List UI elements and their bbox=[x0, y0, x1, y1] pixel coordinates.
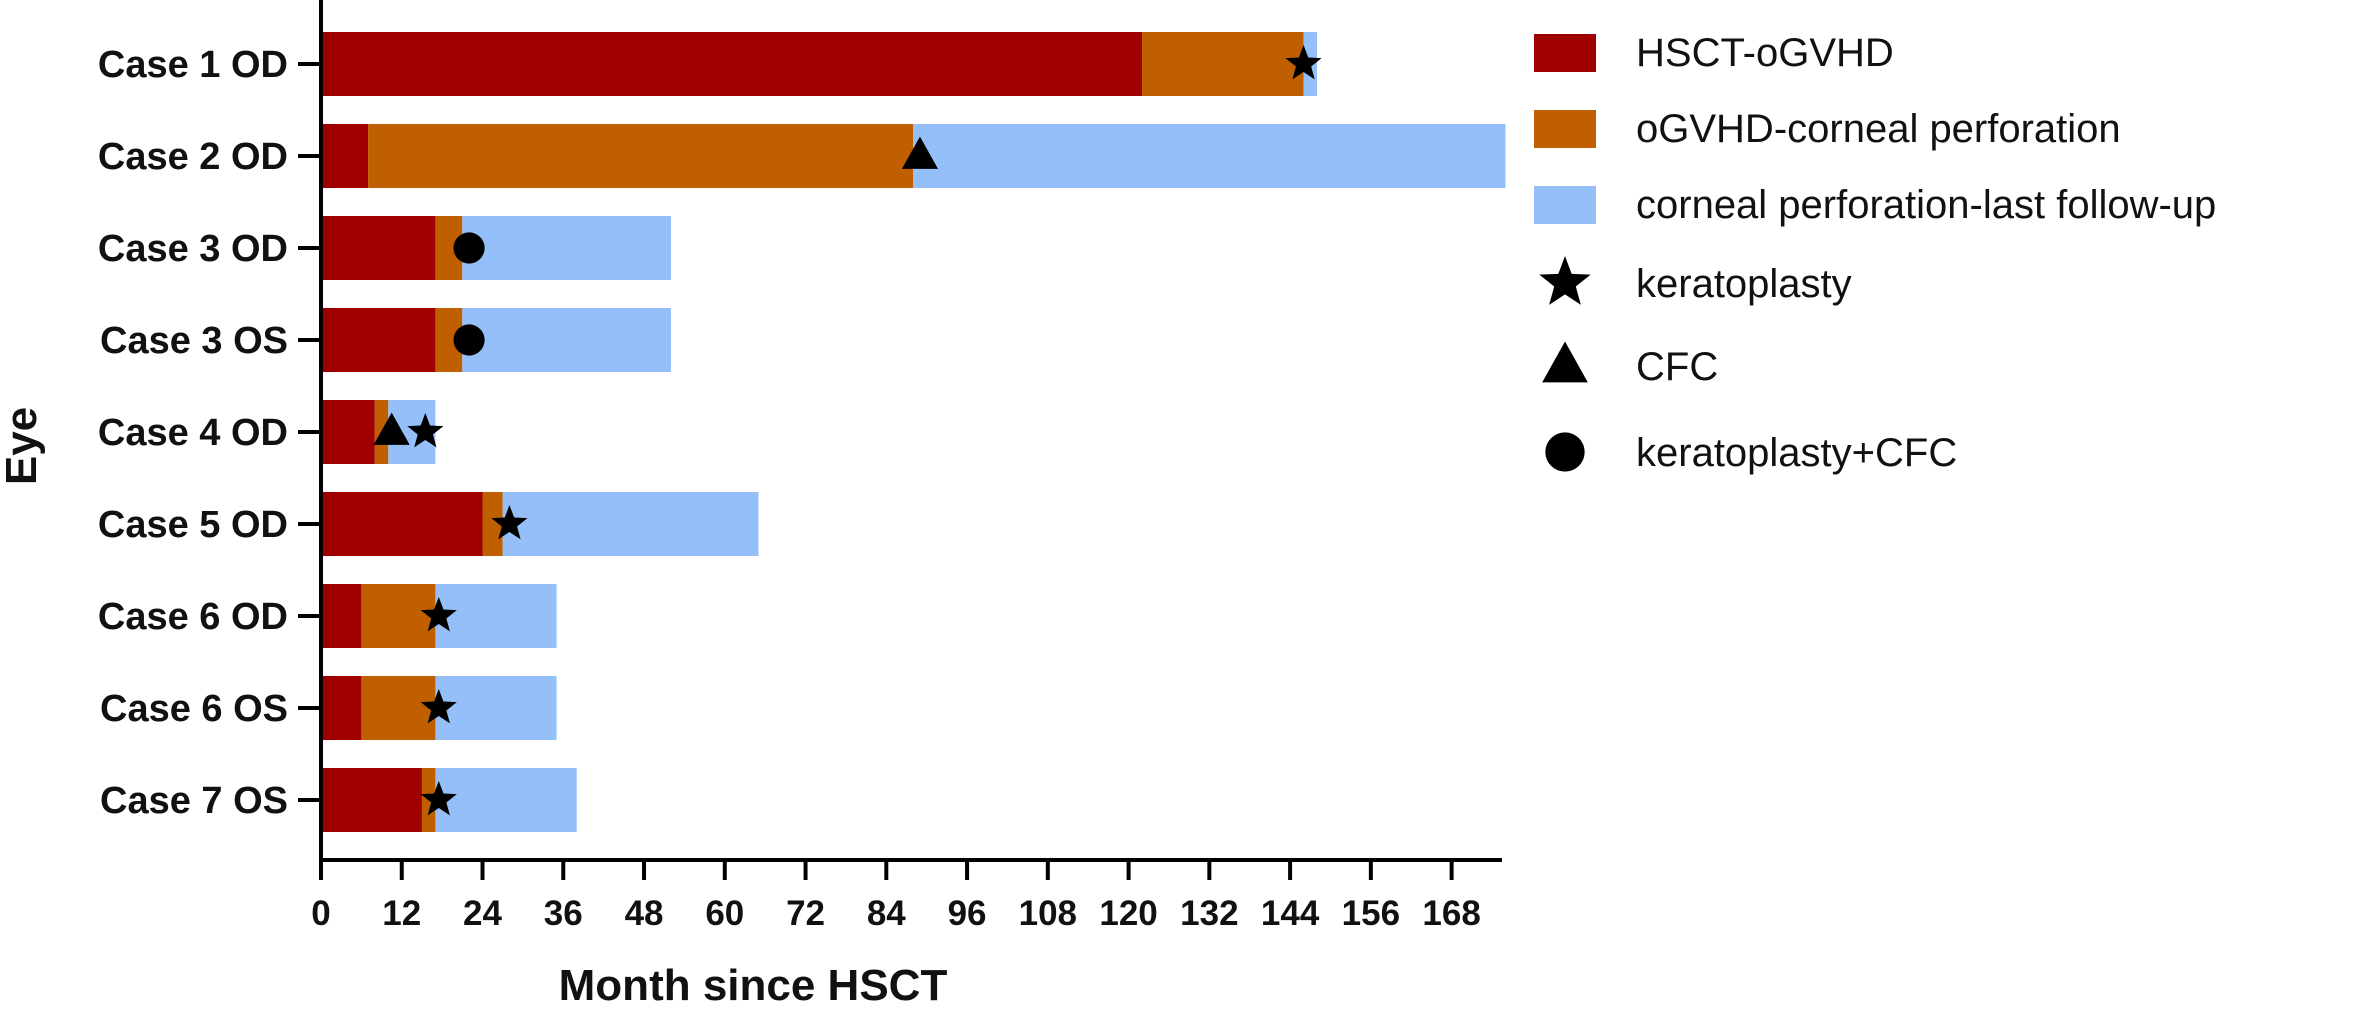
legend-label: HSCT-oGVHD bbox=[1636, 31, 1894, 75]
bar-segment bbox=[321, 492, 483, 556]
bar-segment bbox=[321, 676, 362, 740]
bar-segment bbox=[368, 124, 914, 188]
legend-label: keratoplasty bbox=[1636, 262, 1852, 306]
y-axis-title: Eye bbox=[0, 407, 46, 485]
bar-segment bbox=[913, 124, 1506, 188]
bar-segment bbox=[361, 676, 436, 740]
category-label: Case 3 OD bbox=[98, 228, 288, 270]
category-label: Case 6 OS bbox=[100, 688, 288, 730]
legend-label: keratoplasty+CFC bbox=[1636, 431, 1957, 475]
legend-star-icon bbox=[1539, 256, 1591, 305]
marker-star bbox=[1285, 45, 1322, 80]
legend-label: CFC bbox=[1636, 345, 1718, 389]
x-tick-label: 84 bbox=[867, 894, 906, 933]
bar-segment bbox=[502, 492, 759, 556]
legend-swatch bbox=[1534, 186, 1596, 224]
x-tick-label: 144 bbox=[1261, 894, 1320, 933]
legend-triangle-icon bbox=[1542, 341, 1588, 383]
bar-segment bbox=[321, 216, 436, 280]
x-tick-label: 168 bbox=[1422, 894, 1480, 933]
marker-triangle bbox=[373, 412, 410, 445]
category-label: Case 5 OD bbox=[98, 504, 288, 546]
bar-segment bbox=[321, 308, 436, 372]
marker-star bbox=[407, 413, 444, 448]
x-axis-title: Month since HSCT bbox=[559, 961, 948, 1008]
x-tick-label: 36 bbox=[544, 894, 583, 933]
bar-segment bbox=[321, 768, 422, 832]
marker-star bbox=[420, 597, 457, 632]
category-label: Case 2 OD bbox=[98, 136, 288, 178]
legend-label: corneal perforation-last follow-up bbox=[1636, 183, 2216, 227]
legend-label: oGVHD-corneal perforation bbox=[1636, 107, 2121, 151]
marker-circle bbox=[453, 232, 485, 264]
x-tick-label: 60 bbox=[705, 894, 744, 933]
markers-layer bbox=[373, 45, 1322, 816]
legend: HSCT-oGVHD oGVHD-corneal perforation corne… bbox=[1534, 31, 2216, 475]
marker-star bbox=[420, 781, 457, 816]
x-tick-label: 24 bbox=[463, 894, 502, 933]
x-tick-label: 108 bbox=[1019, 894, 1077, 933]
bar-segment bbox=[321, 32, 1143, 96]
bar-segment bbox=[321, 400, 375, 464]
x-tick-label: 132 bbox=[1180, 894, 1238, 933]
bar-segment bbox=[482, 492, 503, 556]
x-tick-label: 0 bbox=[311, 894, 330, 933]
marker-circle bbox=[453, 324, 485, 356]
bar-segment bbox=[321, 584, 362, 648]
bar-segment bbox=[435, 584, 557, 648]
category-label: Case 7 OS bbox=[100, 780, 288, 822]
marker-triangle bbox=[901, 136, 939, 169]
category-label: Case 6 OD bbox=[98, 596, 288, 638]
x-tick-label: 156 bbox=[1342, 894, 1400, 933]
legend-swatch bbox=[1534, 34, 1596, 72]
axes-layer: Case 1 OD Case 2 OD Case 3 OD Case 3 OS Case… bbox=[98, 0, 1502, 933]
category-label: Case 4 OD bbox=[98, 412, 288, 454]
marker-star bbox=[420, 689, 457, 724]
marker-star bbox=[491, 505, 528, 540]
bar-segment bbox=[462, 308, 671, 372]
x-tick-label: 12 bbox=[382, 894, 421, 933]
legend-swatch bbox=[1534, 110, 1596, 148]
x-tick-label: 120 bbox=[1099, 894, 1157, 933]
bar-segment bbox=[1142, 32, 1304, 96]
bar-segment bbox=[361, 584, 436, 648]
x-tick-label: 96 bbox=[948, 894, 987, 933]
category-label: Case 3 OS bbox=[100, 320, 288, 362]
legend-circle-icon bbox=[1545, 432, 1585, 472]
x-tick-label: 48 bbox=[625, 894, 664, 933]
bar-segment bbox=[321, 124, 369, 188]
bar-segment bbox=[462, 216, 671, 280]
bar-segment bbox=[435, 676, 557, 740]
bar-segment bbox=[435, 768, 577, 832]
category-label: Case 1 OD bbox=[98, 44, 288, 86]
x-tick-label: 72 bbox=[786, 894, 825, 933]
bars-layer bbox=[321, 32, 1506, 832]
